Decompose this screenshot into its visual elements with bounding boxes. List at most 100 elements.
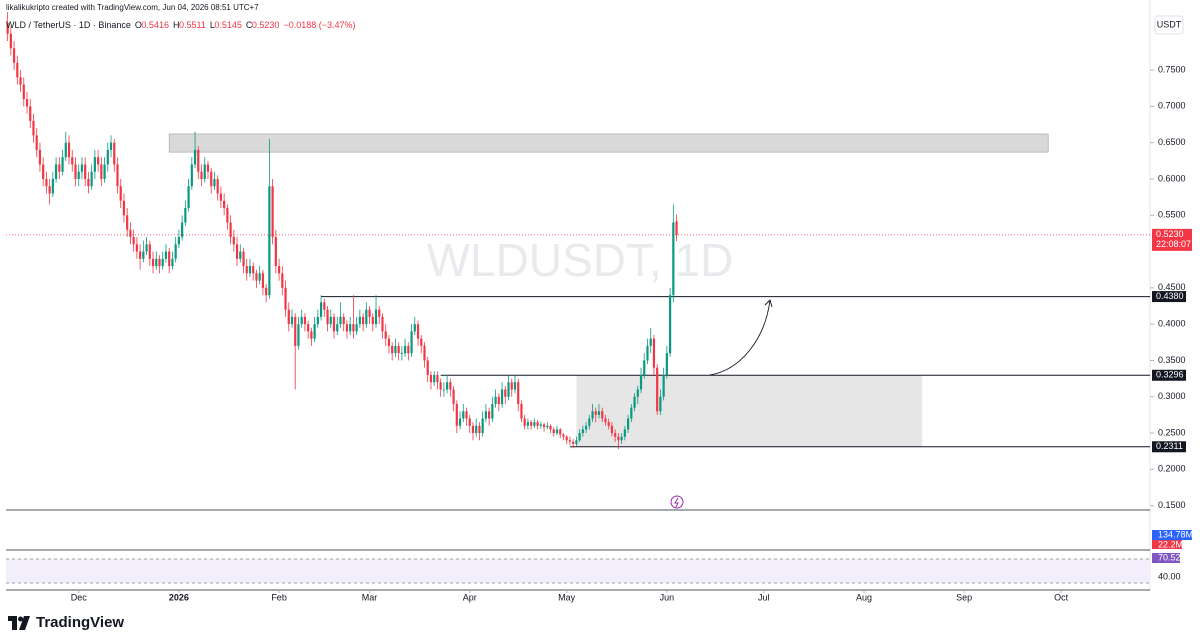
candle-body	[633, 396, 636, 408]
candle-body	[216, 178, 219, 194]
candle-body	[471, 425, 475, 434]
candle-body	[93, 157, 96, 172]
candle-body	[410, 331, 413, 354]
candle-body	[442, 389, 445, 391]
event-icon[interactable]	[670, 495, 684, 509]
x-tick-label: Jun	[660, 592, 675, 602]
candle-body	[636, 389, 639, 397]
symbol: WLD / TetherUS · 1D · Binance	[6, 20, 131, 30]
projection-arrowhead	[764, 299, 773, 308]
x-tick-label: Aug	[856, 592, 872, 602]
change: −0.0188 (−3.47%)	[283, 20, 356, 30]
candle-body	[536, 422, 539, 426]
candle-body	[67, 142, 71, 158]
candle-body	[106, 149, 109, 165]
candle-body	[478, 425, 481, 434]
level-label: 0.3296	[1156, 370, 1184, 380]
candle-body	[151, 258, 155, 267]
candle-body	[465, 411, 468, 419]
candle-body	[494, 396, 497, 405]
candle-body	[193, 149, 197, 165]
candle-body	[526, 422, 530, 426]
x-tick-label: Oct	[1054, 592, 1069, 602]
candle-body	[559, 429, 562, 435]
candle-body	[572, 441, 575, 444]
candle-body	[210, 171, 213, 187]
candle-body	[232, 237, 235, 245]
candle-body	[497, 396, 500, 405]
candle-body	[659, 396, 662, 412]
candle-body	[475, 425, 478, 434]
candle-body	[546, 425, 549, 428]
candle-body	[562, 434, 565, 437]
ohlc-value: 0.5230	[251, 20, 280, 30]
candle-body	[245, 266, 248, 274]
candle-body	[552, 429, 555, 434]
candle-body	[404, 345, 407, 354]
brand-logo[interactable]: TradingView	[8, 614, 124, 631]
candle-body	[129, 229, 132, 238]
candle-body	[387, 338, 391, 346]
candle-body	[455, 404, 458, 426]
candle-body	[261, 273, 265, 288]
candle-body	[307, 324, 310, 332]
candle-body	[620, 436, 623, 441]
candle-body	[500, 389, 504, 405]
candle-body	[100, 164, 103, 179]
candle-body	[223, 200, 226, 209]
candle-body	[575, 440, 578, 444]
candle-body	[391, 345, 394, 354]
candle-body	[517, 382, 520, 405]
candle-body	[184, 208, 187, 223]
candle-body	[119, 186, 122, 201]
level-label-box	[1152, 291, 1186, 303]
candle-body	[319, 302, 323, 317]
candle-body	[126, 215, 129, 230]
y-tick-label: 0.3500	[1158, 355, 1186, 365]
ohlc-value: 0.5145	[214, 20, 242, 30]
candle-body	[542, 424, 546, 428]
candle-body	[29, 106, 32, 121]
candle-body	[274, 237, 277, 267]
candle-body	[203, 164, 206, 179]
candle-body	[523, 418, 526, 426]
candle-body	[155, 258, 158, 267]
candle-body	[601, 411, 604, 419]
candle-body	[584, 425, 588, 430]
x-tick-label: Mar	[362, 592, 378, 602]
candle-body	[235, 244, 239, 259]
candle-body	[623, 429, 626, 437]
candle-body	[355, 324, 358, 332]
candle-body	[197, 149, 200, 172]
candle-body	[361, 316, 365, 325]
x-tick-label: Sep	[956, 592, 972, 602]
candle-body	[148, 244, 151, 259]
candle-body	[12, 48, 16, 63]
candle-body	[19, 77, 22, 85]
candle-body	[145, 244, 148, 252]
candle-body	[258, 273, 261, 281]
candle-body	[277, 266, 281, 274]
level-label: 0.4380	[1156, 291, 1184, 301]
ohlc-l: L 0.5145	[210, 20, 242, 30]
candle-body	[248, 266, 252, 274]
candle-body	[452, 389, 455, 405]
candle-body	[407, 345, 410, 354]
candle-body	[649, 338, 652, 346]
candle-body	[614, 433, 617, 437]
candle-body	[219, 193, 223, 201]
candle-body	[368, 309, 371, 317]
candle-body	[116, 164, 119, 187]
ohlc-h: H 0.5511	[173, 20, 206, 30]
candle-body	[25, 99, 29, 107]
candle-body	[51, 178, 54, 194]
candle-body	[158, 258, 161, 267]
candle-body	[617, 436, 620, 441]
candle-body	[297, 324, 300, 346]
y-tick-label: 0.1500	[1158, 500, 1186, 510]
candle-body	[164, 251, 168, 259]
level-label-box	[1152, 369, 1186, 381]
candle-body	[381, 316, 384, 332]
ohlc-value: 0.5416	[141, 20, 169, 30]
